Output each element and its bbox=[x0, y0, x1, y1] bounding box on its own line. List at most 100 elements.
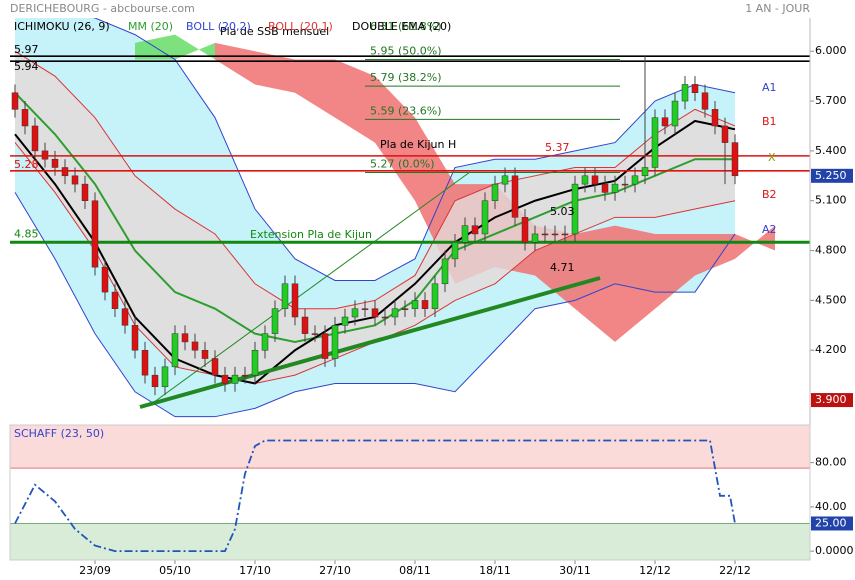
candle-body bbox=[21, 109, 29, 127]
edge-label: X bbox=[768, 151, 776, 164]
candle-body bbox=[91, 200, 99, 268]
x-tick-label: 22/12 bbox=[719, 564, 751, 577]
candle-body bbox=[311, 333, 319, 335]
candle-body bbox=[51, 158, 59, 168]
annotation: Extension Pla de Kijun bbox=[250, 228, 372, 241]
candle-body bbox=[671, 100, 679, 127]
candle-body bbox=[171, 333, 179, 368]
candle-body bbox=[571, 183, 579, 235]
candle-body bbox=[81, 183, 89, 201]
x-tick-label: 23/09 bbox=[79, 564, 111, 577]
y-tick-label: 40.00 bbox=[815, 500, 847, 513]
edge-label: B2 bbox=[762, 188, 777, 201]
y-tick-label: 4.800 bbox=[815, 244, 847, 257]
cloud bbox=[615, 225, 655, 342]
candle-body bbox=[451, 242, 459, 260]
boll2-line bbox=[92, 18, 736, 281]
candle-body bbox=[281, 283, 289, 309]
candle-body bbox=[581, 175, 589, 185]
candle-body bbox=[681, 84, 689, 102]
candle-body bbox=[11, 92, 19, 110]
candle-body bbox=[111, 291, 119, 309]
candle-body bbox=[381, 316, 389, 319]
trend-line bbox=[139, 276, 601, 409]
candle-body bbox=[351, 308, 359, 318]
candle-body bbox=[491, 183, 499, 201]
annotation: Pla de SSB mensuel bbox=[220, 25, 329, 38]
level-label: 5.37 bbox=[545, 141, 570, 154]
candle-body bbox=[461, 225, 469, 243]
y-tick-label: 4.500 bbox=[815, 293, 847, 306]
legend-item: BOLL (20,2) bbox=[186, 20, 251, 33]
candle-body bbox=[471, 225, 479, 235]
x-tick-label: 30/11 bbox=[559, 564, 591, 577]
candle-body bbox=[251, 349, 259, 376]
legend-item: MM (20) bbox=[128, 20, 173, 33]
candle-body bbox=[301, 316, 309, 334]
oversold-zone bbox=[10, 523, 810, 560]
schaff-frame bbox=[9, 424, 811, 561]
trend-line bbox=[149, 171, 471, 406]
level-label: 4.85 bbox=[14, 227, 39, 240]
candle-body bbox=[161, 366, 169, 388]
candle-body bbox=[241, 374, 249, 377]
candle-body bbox=[691, 84, 699, 94]
candle-body bbox=[391, 308, 399, 318]
candle-body bbox=[141, 349, 149, 376]
overbought-zone bbox=[10, 425, 810, 469]
schaff-line bbox=[14, 439, 736, 553]
schaff-title: SCHAFF (23, 50) bbox=[14, 427, 104, 440]
candle-body bbox=[361, 308, 369, 310]
labels: 6.31 (61.8%) 5.95 (50.0%) 5.79 (38.2%) 5.59… bbox=[14, 20, 854, 577]
candle-body bbox=[271, 308, 279, 334]
price-panel bbox=[10, 18, 810, 418]
annotation: 4.71 bbox=[550, 261, 575, 274]
annotation: 5.03 bbox=[550, 205, 575, 218]
fib-label: 5.95 (50.0%) bbox=[370, 45, 442, 58]
candle-body bbox=[431, 283, 439, 309]
legend-item: ICHIMOKU (26, 9) bbox=[14, 20, 110, 33]
x-tick-label: 08/11 bbox=[399, 564, 431, 577]
candle-body bbox=[521, 217, 529, 243]
cloud bbox=[655, 233, 695, 309]
level-label: 5.94 bbox=[14, 60, 39, 73]
candle-body bbox=[601, 183, 609, 193]
schaff-panel bbox=[10, 425, 810, 560]
candle-body bbox=[401, 308, 409, 310]
candle-body bbox=[101, 266, 109, 293]
candle-body bbox=[501, 175, 509, 185]
y-tick-label: 5.400 bbox=[815, 144, 847, 157]
fib-label: 5.79 (38.2%) bbox=[370, 71, 442, 84]
cloud bbox=[375, 76, 415, 201]
price-box-label: 3.900 bbox=[815, 393, 847, 406]
y-tick-label: 80.00 bbox=[815, 456, 847, 469]
candle-body bbox=[611, 183, 619, 193]
legend-item: BOLL (20,1) bbox=[268, 20, 333, 33]
x-tick-label: 05/10 bbox=[159, 564, 191, 577]
candle-body bbox=[41, 150, 49, 160]
candle-body bbox=[721, 125, 729, 143]
candle-body bbox=[441, 258, 449, 285]
candle-body bbox=[621, 183, 629, 186]
candle-body bbox=[541, 233, 549, 236]
cloud bbox=[175, 34, 215, 60]
candle-body bbox=[151, 374, 159, 388]
candle-body bbox=[511, 175, 519, 218]
candle-body bbox=[121, 308, 129, 326]
fib-label: 5.27 (0.0%) bbox=[370, 157, 435, 170]
price-box bbox=[811, 393, 853, 408]
candle-body bbox=[371, 308, 379, 318]
y-tick-label: 4.200 bbox=[815, 343, 847, 356]
y-tick-label: 6.000 bbox=[815, 44, 847, 57]
candle-body bbox=[711, 109, 719, 127]
candle-body bbox=[321, 333, 329, 359]
fib-label: 5.59 (23.6%) bbox=[370, 104, 442, 117]
candle-body bbox=[31, 125, 39, 152]
cloud bbox=[215, 42, 255, 85]
level-label: 5.97 bbox=[14, 43, 39, 56]
y-tick-label: 0.0000 bbox=[815, 544, 854, 557]
candle-body bbox=[731, 142, 739, 177]
candle-body bbox=[551, 233, 559, 236]
edge-label: A1 bbox=[762, 81, 777, 94]
